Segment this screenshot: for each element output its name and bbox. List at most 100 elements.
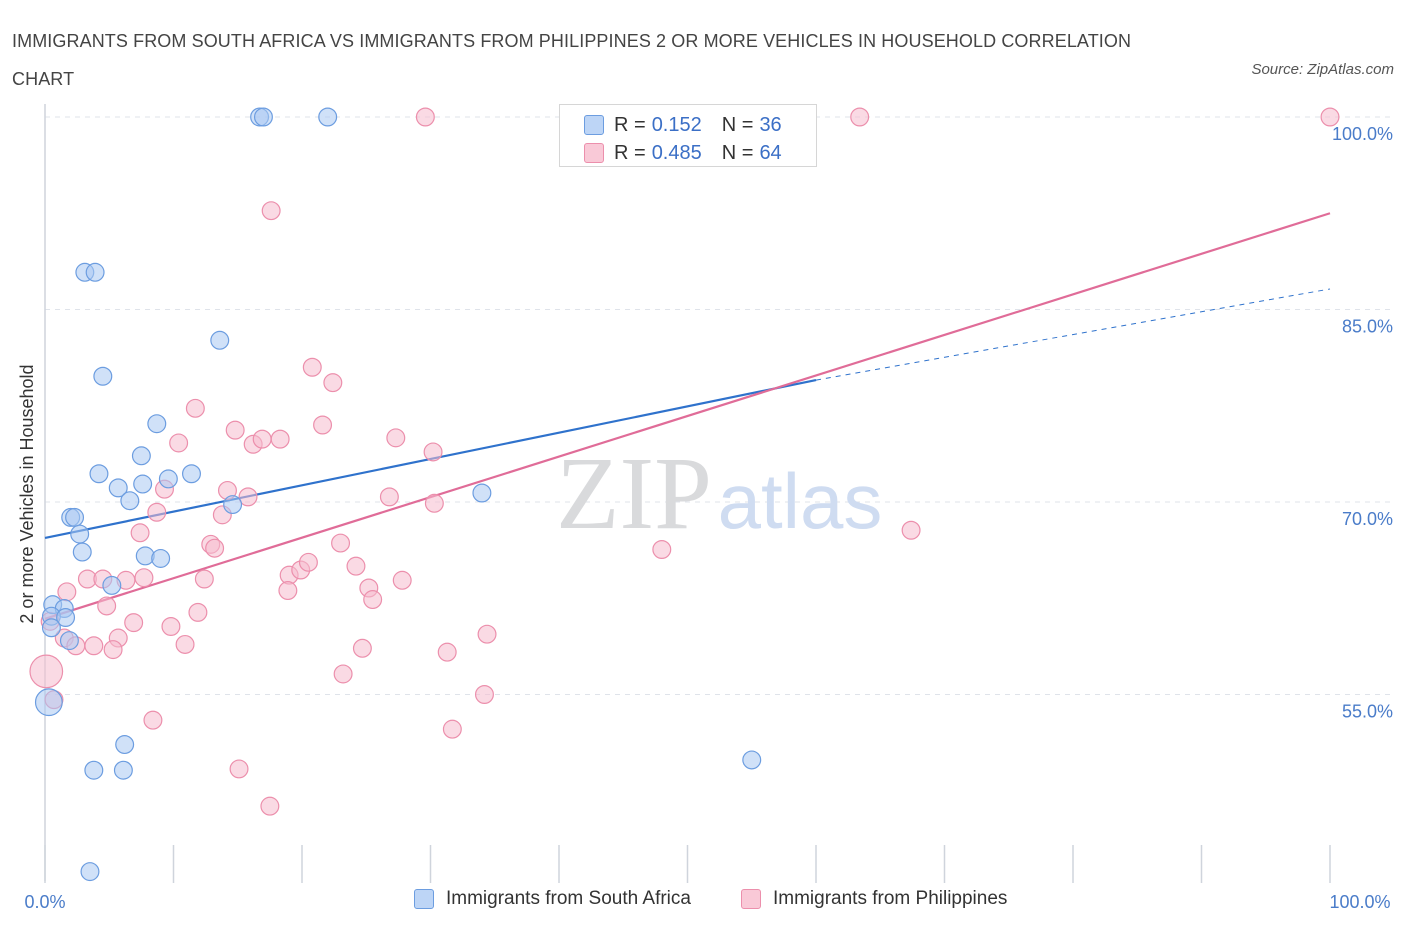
watermark-atlas: atlas — [718, 457, 883, 545]
point-south-africa — [41, 618, 61, 638]
point-philippines — [442, 719, 462, 739]
series-swatch-blue — [414, 889, 434, 909]
point-philippines — [323, 373, 343, 393]
point-south-africa — [472, 483, 492, 503]
point-south-africa — [59, 631, 79, 651]
point-philippines — [229, 759, 249, 779]
point-south-africa — [253, 107, 273, 127]
point-philippines — [124, 613, 144, 633]
y-axis-label: 2 or more Vehicles in Household — [17, 364, 37, 623]
source-label: Source: ZipAtlas.com — [1251, 61, 1394, 78]
point-south-africa — [113, 760, 133, 780]
point-south-africa — [85, 262, 105, 282]
point-south-africa — [65, 507, 85, 527]
point-philippines — [423, 442, 443, 462]
point-philippines — [29, 654, 64, 689]
axes — [44, 104, 1331, 883]
point-philippines — [185, 398, 205, 418]
point-philippines — [437, 642, 457, 662]
x-tick-label: 0.0% — [24, 892, 65, 912]
watermark-zip: ZIP — [556, 436, 712, 551]
y-tick-label: 100.0% — [1332, 124, 1393, 144]
point-philippines — [97, 596, 117, 616]
point-south-africa — [108, 478, 128, 498]
point-philippines — [260, 796, 280, 816]
legend-swatch-pink — [584, 143, 604, 163]
point-south-africa — [93, 366, 113, 386]
point-south-africa — [182, 464, 201, 484]
point-philippines — [652, 539, 672, 559]
series-legend: Immigrants from South Africa Immigrants … — [0, 888, 1406, 916]
point-south-africa — [147, 414, 167, 434]
point-south-africa — [742, 750, 762, 770]
point-philippines — [147, 502, 167, 522]
trend-lines — [44, 212, 1331, 620]
point-south-africa — [158, 469, 178, 489]
series-legend-south-africa[interactable]: Immigrants from South Africa — [414, 888, 691, 910]
watermark: ZIP atlas — [556, 436, 882, 551]
point-philippines — [352, 638, 372, 658]
point-philippines — [386, 428, 406, 448]
point-philippines — [415, 107, 435, 127]
point-philippines — [1320, 107, 1340, 127]
point-philippines — [392, 570, 412, 590]
point-south-africa — [131, 446, 151, 466]
point-south-africa — [151, 548, 171, 568]
y-tick-label: 85.0% — [1342, 317, 1393, 337]
point-philippines — [205, 538, 225, 558]
point-south-africa — [72, 542, 92, 562]
point-philippines — [225, 420, 245, 440]
point-philippines — [346, 556, 366, 576]
point-philippines — [57, 582, 77, 602]
legend-n-value: 36 — [759, 113, 782, 136]
legend-row-south-africa: R = 0.152 N = 36 — [584, 111, 782, 139]
point-south-africa — [318, 107, 338, 127]
x-tick-label: 100.0% — [1329, 892, 1390, 912]
legend-r-label: R = — [614, 113, 646, 136]
point-philippines — [477, 624, 497, 644]
legend-r-value: 0.485 — [651, 141, 702, 164]
point-south-africa — [135, 546, 155, 566]
point-south-africa — [89, 464, 109, 484]
point-philippines — [424, 493, 444, 513]
point-philippines — [278, 581, 298, 601]
legend-n-value: 64 — [759, 141, 782, 164]
point-philippines — [103, 640, 123, 660]
axis-labels: 100.0% 85.0% 70.0% 55.0% 0.0% 100.0% 2 or more… — [17, 124, 1393, 912]
legend-n-label: N = — [721, 113, 754, 136]
point-philippines — [238, 487, 258, 507]
point-south-africa — [34, 688, 63, 717]
point-south-africa — [223, 495, 243, 515]
point-south-africa — [84, 760, 104, 780]
point-south-africa — [80, 862, 100, 882]
point-philippines — [379, 487, 399, 507]
point-philippines — [84, 636, 104, 656]
point-south-africa — [70, 524, 90, 544]
point-philippines — [363, 590, 383, 610]
point-philippines — [188, 602, 208, 622]
point-philippines — [313, 415, 333, 435]
point-south-africa — [210, 330, 230, 350]
point-philippines — [134, 568, 154, 588]
point-philippines — [298, 552, 318, 572]
legend-row-philippines: R = 0.485 N = 64 — [584, 139, 782, 167]
point-philippines — [331, 533, 351, 553]
y-tick-label: 55.0% — [1342, 702, 1393, 722]
trend-line-philippines — [44, 212, 1331, 620]
series-legend-philippines[interactable]: Immigrants from Philippines — [741, 888, 1007, 910]
point-philippines — [333, 664, 353, 684]
point-philippines — [261, 201, 281, 221]
point-philippines — [143, 710, 163, 730]
trend-extension-south-africa — [815, 288, 1331, 381]
series-label: Immigrants from Philippines — [773, 888, 1008, 909]
point-philippines — [270, 429, 290, 449]
point-philippines — [175, 634, 195, 654]
series-swatch-pink — [741, 889, 761, 909]
point-philippines — [194, 569, 214, 589]
point-south-africa — [120, 491, 140, 511]
point-philippines — [169, 433, 189, 453]
point-philippines — [161, 616, 181, 636]
point-south-africa — [102, 575, 122, 595]
point-south-africa — [115, 735, 135, 755]
